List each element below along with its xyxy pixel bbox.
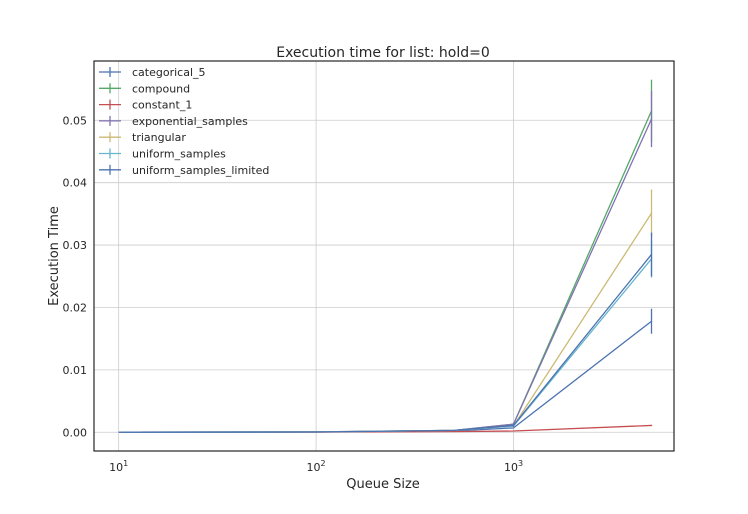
series-compound — [118, 79, 653, 433]
x-tick-label-2: 103 — [504, 459, 523, 474]
series-uniform_samples_limited — [118, 232, 653, 433]
legend-label: categorical_5 — [132, 66, 206, 79]
legend-entry-uniform_samples_limited: uniform_samples_limited — [99, 164, 269, 177]
legend-label: compound — [132, 82, 190, 95]
legend-label: exponential_samples — [132, 115, 248, 128]
series-line-uniform_samples_limited — [118, 254, 653, 433]
x-tick-label-1: 102 — [307, 459, 326, 474]
legend-entry-compound: compound — [99, 82, 190, 95]
legend-entry-triangular: triangular — [99, 131, 186, 144]
legend-label: constant_1 — [132, 99, 192, 112]
x-axis-label: Queue Size — [346, 477, 420, 492]
series-line-uniform_samples — [118, 258, 653, 433]
y-tick-label-0: 0.00 — [63, 426, 88, 439]
legend-entry-constant_1: constant_1 — [99, 99, 192, 112]
series-exponential_samples — [118, 90, 653, 433]
legend-entry-uniform_samples: uniform_samples — [99, 148, 226, 161]
y-tick-label-2: 0.02 — [63, 301, 88, 314]
legend-label: uniform_samples — [132, 148, 226, 161]
y-tick-labels: 0.00 0.01 0.02 0.03 0.04 0.05 — [63, 114, 88, 439]
y-axis-label: Execution Time — [47, 206, 62, 306]
legend: categorical_5 compound constant_1 exponenti… — [99, 66, 269, 177]
legend-label: uniform_samples_limited — [132, 164, 269, 177]
series-line-categorical_5 — [118, 320, 652, 433]
plot-frame — [93, 60, 675, 452]
series-categorical_5 — [118, 308, 653, 433]
legend-entry-exponential_samples: exponential_samples — [99, 115, 248, 128]
y-tick-label-4: 0.04 — [63, 177, 88, 190]
y-tick-label-5: 0.05 — [63, 114, 88, 127]
legend-entry-categorical_5: categorical_5 — [99, 66, 206, 79]
y-tick-label-1: 0.01 — [63, 364, 88, 377]
series-layer — [118, 79, 653, 433]
series-triangular — [118, 189, 653, 433]
legend-label: triangular — [132, 131, 186, 144]
x-tick-labels: 101 102 103 — [109, 459, 523, 474]
chart-title: Execution time for list: hold=0 — [276, 45, 490, 61]
y-tick-label-3: 0.03 — [63, 239, 88, 252]
x-tick-label-0: 101 — [109, 459, 128, 474]
series-line-triangular — [118, 212, 653, 433]
